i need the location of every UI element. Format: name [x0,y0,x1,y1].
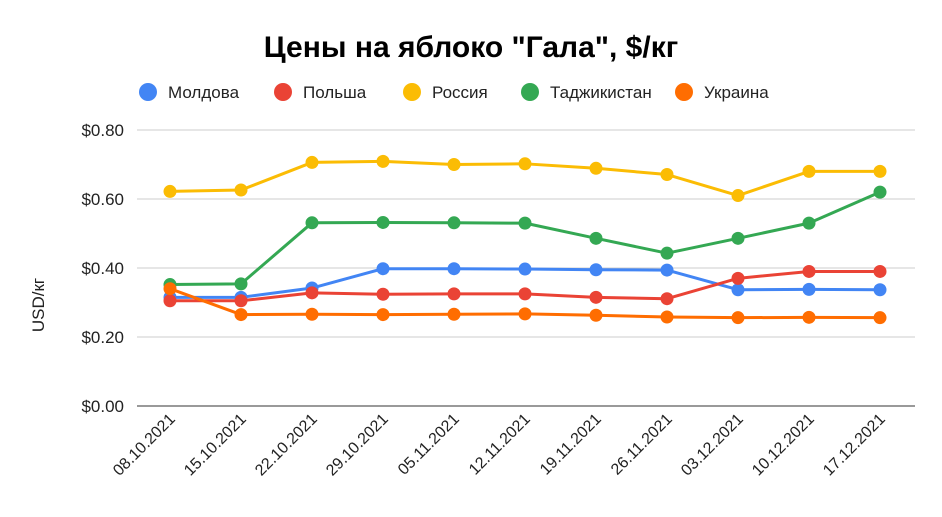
data-point [234,294,248,308]
chart-title: Цены на яблоко "Гала", $/кг [264,31,678,64]
x-tick-label: 29.10.2021 [323,411,392,480]
data-point [660,292,674,306]
y-tick-label: $0.20 [81,328,124,347]
legend-marker [675,83,693,101]
data-point [802,310,816,324]
data-point [589,231,603,245]
series [163,154,887,203]
x-tick-label: 22.10.2021 [252,411,321,480]
data-point [873,283,887,297]
data-point [163,184,177,198]
data-point [589,263,603,277]
series [163,264,887,308]
legend-marker [139,83,157,101]
x-tick-label: 19.11.2021 [537,411,605,479]
data-point [873,164,887,178]
legend-label: Украина [704,83,769,102]
data-point [234,183,248,197]
data-point [731,271,745,285]
data-point [447,216,461,230]
x-tick-label: 12.11.2021 [466,411,534,479]
data-point [447,158,461,171]
y-axis: $0.00 $0.20 $0.40 $0.60 $0.80 [81,121,124,416]
data-point [873,311,887,325]
x-tick-label: 03.12.2021 [678,411,747,480]
legend-label: Россия [432,83,488,102]
data-point [731,311,745,325]
x-tick-label: 26.11.2021 [608,411,676,479]
data-point [447,307,461,321]
legend-marker [274,83,292,101]
data-point [447,287,461,301]
data-point [234,308,248,322]
legend: Молдова Польша Россия Таджикистан Украина [139,83,769,102]
data-point [305,307,319,321]
data-point [518,287,532,301]
data-point [518,262,532,276]
data-point [234,277,248,291]
data-point [376,308,390,322]
y-tick-label: $0.60 [81,190,124,209]
data-point [163,282,177,296]
data-point [518,307,532,321]
x-tick-label: 15.10.2021 [181,411,250,480]
data-point [518,216,532,230]
data-point [589,290,603,304]
data-point [731,189,745,203]
data-point [873,264,887,278]
data-point [731,231,745,245]
data-point [518,157,532,171]
data-point [589,161,603,175]
y-tick-label: $0.80 [81,121,124,140]
data-point [305,286,319,300]
data-point [660,168,674,182]
data-point [305,216,319,230]
x-axis: 08.10.2021 15.10.2021 22.10.2021 29.10.2021… [110,411,889,480]
data-point [376,215,390,229]
data-point [589,308,603,322]
series [163,282,887,325]
data-point [660,310,674,324]
data-point [802,264,816,278]
data-point [660,263,674,277]
x-tick-label: 17.12.2021 [820,411,889,480]
data-point [802,164,816,178]
x-tick-label: 08.10.2021 [110,411,179,480]
x-tick-label: 05.11.2021 [395,411,463,479]
data-point [376,262,390,276]
series-group [163,154,887,325]
y-tick-label: $0.40 [81,259,124,278]
series [163,262,887,304]
data-point [802,282,816,296]
y-axis-label: USD/кг [29,278,48,332]
data-point [376,154,390,168]
data-point [447,262,461,276]
x-tick-label: 10.12.2021 [749,411,818,480]
data-point [802,216,816,230]
y-tick-label: $0.00 [81,397,124,416]
legend-label: Молдова [168,83,240,102]
data-point [305,155,319,169]
legend-marker [521,83,539,101]
data-point [873,185,887,199]
legend-label: Польша [303,83,367,102]
data-point [376,287,390,301]
data-point [731,283,745,297]
data-point [163,294,177,308]
legend-label: Таджикистан [550,83,652,102]
legend-marker [403,83,421,101]
data-point [660,246,674,260]
